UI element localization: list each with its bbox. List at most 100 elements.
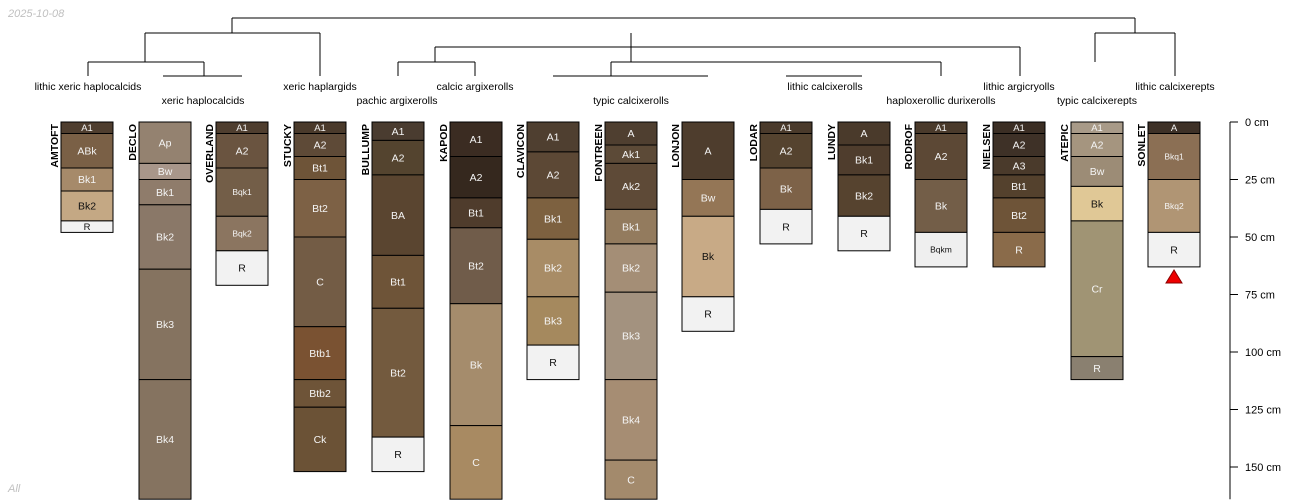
taxon-label: pachic argixerolls: [356, 95, 437, 107]
taxon-label: lithic argicryolls: [983, 81, 1054, 93]
horizon-label: Btb2: [309, 388, 331, 400]
profile-amtoft: AMTOFT A1 ABk Bk1 Bk2 R: [49, 121, 114, 233]
horizon-bkq2: [1147, 179, 1201, 233]
horizon-bk3: [526, 296, 580, 346]
horizon-bk: [1070, 185, 1124, 222]
horizon-label: R: [1170, 244, 1178, 256]
horizon-label: C: [316, 277, 324, 289]
horizon-bt2: [449, 227, 503, 305]
horizon-label: Bt1: [312, 163, 328, 175]
profile-lonjon: LONJON A Bw Bk R: [670, 121, 735, 332]
taxon-label: lithic calcixerolls: [787, 81, 862, 93]
dendro-haplocalcids: [87, 61, 205, 76]
horizon-bk4: [138, 379, 192, 500]
horizon-label: A: [1171, 123, 1178, 134]
dendrogram: [87, 17, 1176, 77]
profile-name-label: RODROF: [903, 123, 915, 169]
horizon-label: Bw: [158, 166, 173, 178]
horizon-bk3: [138, 268, 192, 381]
dendro-branch-left: [144, 32, 321, 76]
taxon-label: xeric haplargids: [283, 81, 357, 93]
horizon-ak2: [604, 162, 658, 210]
horizon-label: A1: [314, 123, 326, 134]
profile-declo: DECLO Ap Bw Bk1 Bk2 Bk3 Bk4: [127, 121, 192, 500]
profile-fontreen: FONTREEN A Ak1 Ak2 Bk1 Bk2 Bk3 Bk4 C: [593, 121, 658, 500]
profile-kapod: KAPOD A1 A2 Bt1 Bt2 Bk C: [438, 121, 503, 500]
profile-name-label: LUNDY: [826, 124, 838, 160]
horizon-bk2: [526, 238, 580, 298]
horizon-label: Bk3: [156, 319, 174, 331]
horizon-label: A2: [236, 145, 249, 157]
horizon-bt2: [992, 197, 1046, 233]
profile-name-label: CLAVICON: [515, 124, 527, 178]
horizon-label: Bqk2: [232, 229, 252, 239]
horizon-label: R: [84, 222, 91, 233]
horizon-label: A: [704, 145, 711, 157]
horizon-label: A2: [547, 170, 560, 182]
horizon-bk: [759, 167, 813, 210]
horizon-label: Ck: [314, 434, 328, 446]
horizon-label: Bt1: [468, 208, 484, 220]
horizon-bk: [449, 303, 503, 427]
horizon-c: [293, 236, 347, 328]
profile-name-label: NIELSEN: [981, 124, 993, 170]
horizon-r: [526, 344, 580, 381]
horizon-bqk1: [215, 167, 269, 217]
taxon-label: typic calcixerepts: [1057, 95, 1137, 107]
depth-axis: 0 cm 25 cm 50 cm 75 cm 100 cm 125 cm 150 cm: [1229, 117, 1281, 500]
horizon-label: Bt2: [1011, 210, 1027, 222]
horizon-label: Bk2: [156, 232, 174, 244]
depth-tick-label: 100 cm: [1245, 347, 1281, 359]
horizon-label: Ak2: [622, 181, 640, 193]
horizon-label: ABk: [77, 145, 97, 157]
depth-tick-label: 150 cm: [1245, 462, 1281, 474]
horizon-label: Bqk1: [232, 187, 252, 197]
horizon-a: [681, 121, 735, 180]
profile-rodrof: RODROF A1 A2 Bk Bqkm: [903, 121, 968, 268]
horizon-btb1: [293, 326, 347, 381]
horizon-label: R: [860, 228, 868, 240]
horizon-label: Bkq1: [1164, 151, 1184, 161]
horizon-label: Bt2: [312, 203, 328, 215]
horizon-label: Bk: [702, 251, 715, 263]
horizon-bk: [681, 215, 735, 298]
horizon-r: [1147, 231, 1201, 268]
horizon-label: Bk2: [622, 263, 640, 275]
horizon-label: Ap: [159, 137, 172, 149]
horizon-label: R: [782, 221, 790, 233]
horizon-label: C: [472, 457, 480, 469]
taxon-label: calcic argixerolls: [436, 81, 513, 93]
profile-name-label: FONTREEN: [593, 124, 605, 182]
horizon-label: A1: [1091, 123, 1103, 134]
horizon-label: A3: [1013, 160, 1026, 172]
horizon-label: Bk3: [622, 331, 640, 343]
horizon-label: R: [1015, 244, 1023, 256]
profile-bullump: BULLUMP A1 A2 BA Bt1 Bt2 R: [360, 121, 425, 473]
horizon-label: A1: [935, 123, 947, 134]
horizon-label: A2: [780, 145, 793, 157]
horizon-cr: [1070, 220, 1124, 358]
horizon-bw: [681, 179, 735, 217]
horizon-label: A2: [935, 151, 948, 163]
horizon-bk2: [837, 174, 891, 217]
horizon-label: A1: [780, 123, 792, 134]
horizon-label: Bk2: [78, 201, 96, 213]
horizon-c: [604, 459, 658, 500]
horizon-r: [681, 296, 735, 332]
horizon-bk3: [604, 291, 658, 381]
horizon-label: A: [627, 128, 634, 140]
taxon-label: typic calcixerolls: [593, 95, 669, 107]
horizon-bk1: [604, 208, 658, 245]
horizon-label: Bk: [1091, 198, 1104, 210]
taxonomy-labels: lithic xeric haplocalcids xeric haplocalc…: [35, 81, 1215, 107]
horizon-label: Bk1: [544, 213, 562, 225]
horizon-label: Bk: [470, 359, 483, 371]
profile-name-label: BULLUMP: [360, 124, 372, 175]
horizon-r: [837, 215, 891, 252]
horizon-bqkm: [914, 231, 968, 268]
horizon-label: A1: [81, 123, 93, 134]
horizon-label: R: [549, 357, 557, 369]
horizon-a1: [449, 121, 503, 157]
horizon-label: C: [627, 474, 635, 486]
horizon-a2: [449, 156, 503, 199]
